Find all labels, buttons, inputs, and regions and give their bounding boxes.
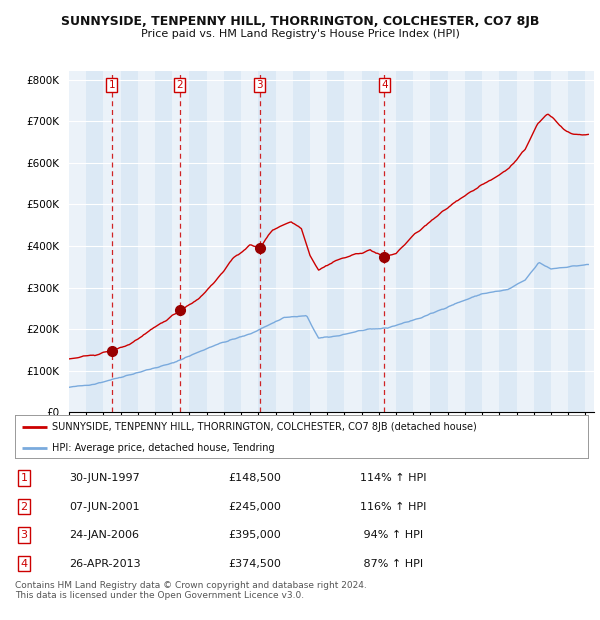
Text: 3: 3 — [256, 80, 263, 90]
Text: 07-JUN-2001: 07-JUN-2001 — [69, 502, 140, 512]
Text: Contains HM Land Registry data © Crown copyright and database right 2024.
This d: Contains HM Land Registry data © Crown c… — [15, 581, 367, 600]
Text: HPI: Average price, detached house, Tendring: HPI: Average price, detached house, Tend… — [52, 443, 274, 453]
Text: SUNNYSIDE, TENPENNY HILL, THORRINGTON, COLCHESTER, CO7 8JB (detached house): SUNNYSIDE, TENPENNY HILL, THORRINGTON, C… — [52, 422, 476, 432]
Text: 2: 2 — [20, 502, 28, 512]
Bar — [69, 71, 86, 412]
Text: 2: 2 — [176, 80, 183, 90]
Text: 3: 3 — [20, 530, 28, 540]
Text: 4: 4 — [381, 80, 388, 90]
Text: 4: 4 — [20, 559, 28, 569]
Bar — [241, 71, 259, 412]
Text: Price paid vs. HM Land Registry's House Price Index (HPI): Price paid vs. HM Land Registry's House … — [140, 29, 460, 39]
Bar — [379, 71, 396, 412]
Bar — [344, 71, 362, 412]
Text: 1: 1 — [109, 80, 115, 90]
Text: £395,000: £395,000 — [228, 530, 281, 540]
Text: 26-APR-2013: 26-APR-2013 — [69, 559, 140, 569]
Bar — [138, 71, 155, 412]
Text: 114% ↑ HPI: 114% ↑ HPI — [360, 473, 427, 483]
Bar — [172, 71, 190, 412]
Bar — [586, 71, 600, 412]
Text: £245,000: £245,000 — [228, 502, 281, 512]
Text: 30-JUN-1997: 30-JUN-1997 — [69, 473, 140, 483]
Text: £374,500: £374,500 — [228, 559, 281, 569]
Bar — [517, 71, 534, 412]
Text: 24-JAN-2006: 24-JAN-2006 — [69, 530, 139, 540]
Bar — [207, 71, 224, 412]
Bar — [482, 71, 499, 412]
Text: £148,500: £148,500 — [228, 473, 281, 483]
Bar — [310, 71, 327, 412]
Text: 116% ↑ HPI: 116% ↑ HPI — [360, 502, 427, 512]
Bar — [448, 71, 465, 412]
Bar — [275, 71, 293, 412]
Bar — [103, 71, 121, 412]
Text: 1: 1 — [20, 473, 28, 483]
Text: 94% ↑ HPI: 94% ↑ HPI — [360, 530, 423, 540]
Text: 87% ↑ HPI: 87% ↑ HPI — [360, 559, 423, 569]
Bar — [551, 71, 568, 412]
Bar — [413, 71, 430, 412]
Text: SUNNYSIDE, TENPENNY HILL, THORRINGTON, COLCHESTER, CO7 8JB: SUNNYSIDE, TENPENNY HILL, THORRINGTON, C… — [61, 16, 539, 29]
